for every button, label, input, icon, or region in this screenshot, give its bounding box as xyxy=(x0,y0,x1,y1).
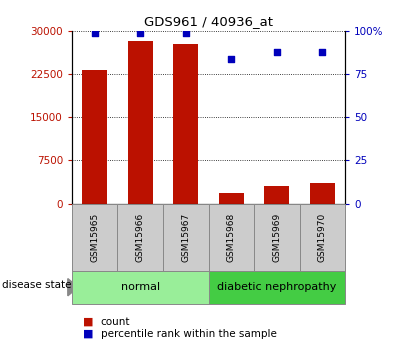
Bar xyxy=(310,183,335,204)
Text: GSM15969: GSM15969 xyxy=(272,213,282,262)
Bar xyxy=(128,41,153,204)
Text: GSM15970: GSM15970 xyxy=(318,213,327,262)
Text: GSM15967: GSM15967 xyxy=(181,213,190,262)
Text: GSM15966: GSM15966 xyxy=(136,213,145,262)
Bar xyxy=(219,193,244,204)
Text: disease state: disease state xyxy=(2,280,72,290)
Point xyxy=(91,30,98,36)
Bar xyxy=(264,186,289,204)
Title: GDS961 / 40936_at: GDS961 / 40936_at xyxy=(144,16,273,29)
Text: ■: ■ xyxy=(83,329,94,339)
Bar xyxy=(82,70,107,204)
Bar xyxy=(173,44,199,204)
Text: GSM15968: GSM15968 xyxy=(227,213,236,262)
Text: normal: normal xyxy=(121,282,160,292)
Text: percentile rank within the sample: percentile rank within the sample xyxy=(101,329,277,339)
Text: ■: ■ xyxy=(83,317,94,327)
Polygon shape xyxy=(68,279,78,296)
Point xyxy=(319,49,326,55)
Text: GSM15965: GSM15965 xyxy=(90,213,99,262)
Point xyxy=(137,30,143,36)
Point xyxy=(274,49,280,55)
Point xyxy=(228,56,235,61)
Text: diabetic nephropathy: diabetic nephropathy xyxy=(217,282,337,292)
Text: count: count xyxy=(101,317,130,327)
Point xyxy=(182,30,189,36)
